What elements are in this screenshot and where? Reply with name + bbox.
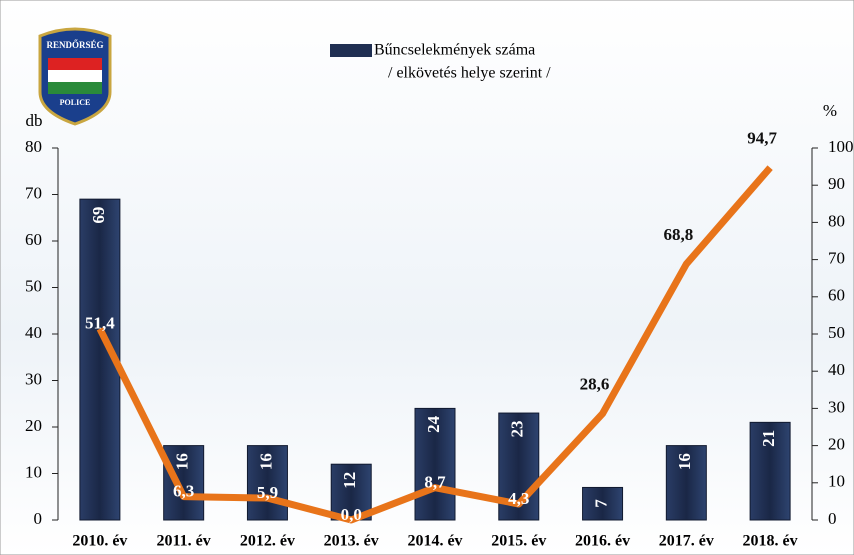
x-tick-label: 2010. év: [72, 533, 127, 550]
y2-axis-label: %: [823, 101, 837, 120]
logo: RENDŐRSÉG POLICE: [38, 27, 112, 126]
y2-tick-label: 80: [828, 211, 845, 230]
line-value-label: 6,3: [173, 481, 194, 500]
subtitle: / elkövetés helye szerint /: [388, 65, 551, 82]
y2-tick-label: 60: [828, 286, 845, 305]
x-tick-label: 2014. év: [407, 533, 462, 550]
line-value-label: 4,3: [508, 489, 529, 508]
bar: [414, 407, 456, 521]
y-tick-label: 60: [25, 230, 42, 249]
y2-tick-label: 50: [828, 323, 845, 342]
y-tick-label: 50: [25, 276, 42, 295]
y2-tick-label: 20: [828, 435, 845, 454]
bar-value-label: 7: [591, 499, 610, 508]
line: [96, 165, 773, 524]
line-value-label: 94,7: [747, 129, 777, 148]
bar: [749, 421, 791, 521]
y2-tick-label: 70: [828, 249, 845, 268]
line-value-label: 0,0: [341, 505, 362, 524]
y2-tick-label: 30: [828, 397, 845, 416]
x-tick-label: 2012. év: [240, 533, 295, 550]
y2-tick-label: 100: [828, 137, 854, 156]
y-tick-label: 20: [25, 416, 42, 435]
bar-value-label: 16: [173, 453, 192, 470]
line-value-label: 51,4: [85, 314, 115, 333]
bar-value-label: 16: [256, 453, 275, 470]
y2-tick-label: 40: [828, 360, 845, 379]
logo-stripe: [48, 82, 102, 94]
y-tick-label: 70: [25, 183, 42, 202]
y-tick-label: 40: [25, 323, 42, 342]
bar: [665, 445, 707, 521]
bar-value-label: 12: [340, 472, 359, 489]
bar: [163, 445, 205, 521]
bar-value-label: 24: [424, 415, 443, 433]
x-tick-label: 2015. év: [491, 533, 546, 550]
legend-label: Bűncselekmények száma: [374, 42, 535, 59]
x-tick-label: 2013. év: [324, 533, 379, 550]
logo-text: RENDŐRSÉG: [46, 40, 103, 50]
line-value-label: 5,9: [257, 483, 278, 502]
bar: [582, 486, 624, 521]
x-tick-label: 2018. év: [743, 533, 798, 550]
y-tick-label: 0: [34, 509, 43, 528]
y-tick-label: 10: [25, 462, 42, 481]
y2-tick-label: 0: [828, 509, 837, 528]
x-tick-label: 2017. év: [659, 533, 714, 550]
logo-stripe: [48, 58, 102, 70]
bar-value-label: 23: [508, 421, 527, 438]
logo-stripe: [48, 70, 102, 82]
x-tick-label: 2016. év: [575, 533, 630, 550]
legend-swatch: [330, 44, 372, 57]
line-value-label: 68,8: [663, 225, 693, 244]
y-tick-label: 80: [25, 137, 42, 156]
bar-value-label: 69: [89, 207, 108, 224]
line-value-label: 28,6: [580, 375, 610, 394]
y-tick-label: 30: [25, 369, 42, 388]
bar-value-label: 21: [759, 430, 778, 447]
y-axis-label: db: [26, 111, 43, 130]
bar: [246, 445, 288, 521]
logo-text: POLICE: [60, 98, 91, 107]
bar-value-label: 16: [675, 453, 694, 470]
y2-tick-label: 10: [828, 472, 845, 491]
y2-tick-label: 90: [828, 174, 845, 193]
line-value-label: 8,7: [424, 473, 446, 492]
x-tick-label: 2011. év: [157, 533, 211, 550]
